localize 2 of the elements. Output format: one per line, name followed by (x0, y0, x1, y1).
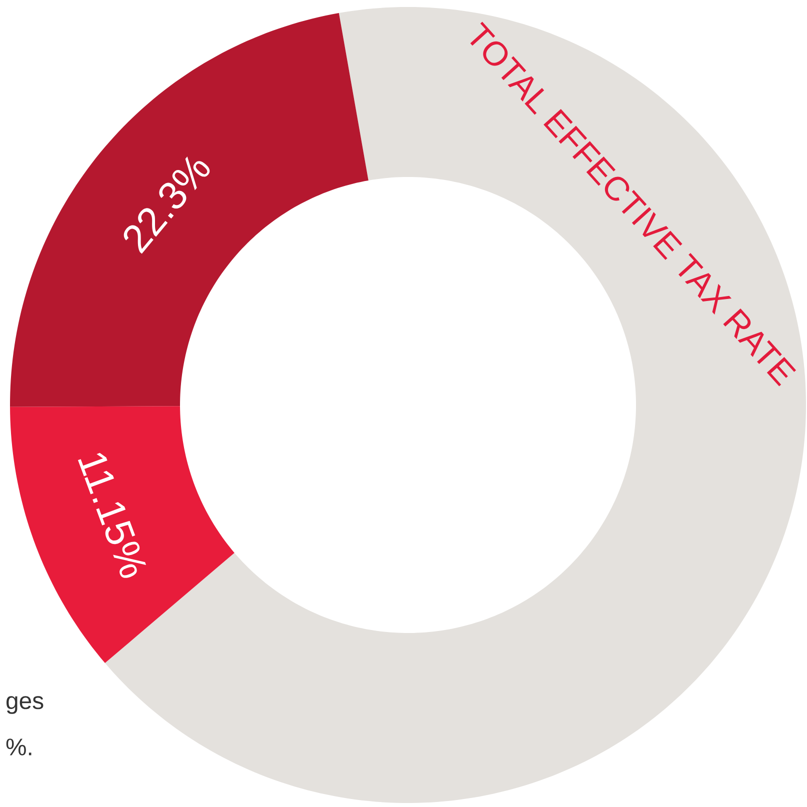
text: %. (6, 738, 32, 756)
text: ges (6, 696, 44, 714)
